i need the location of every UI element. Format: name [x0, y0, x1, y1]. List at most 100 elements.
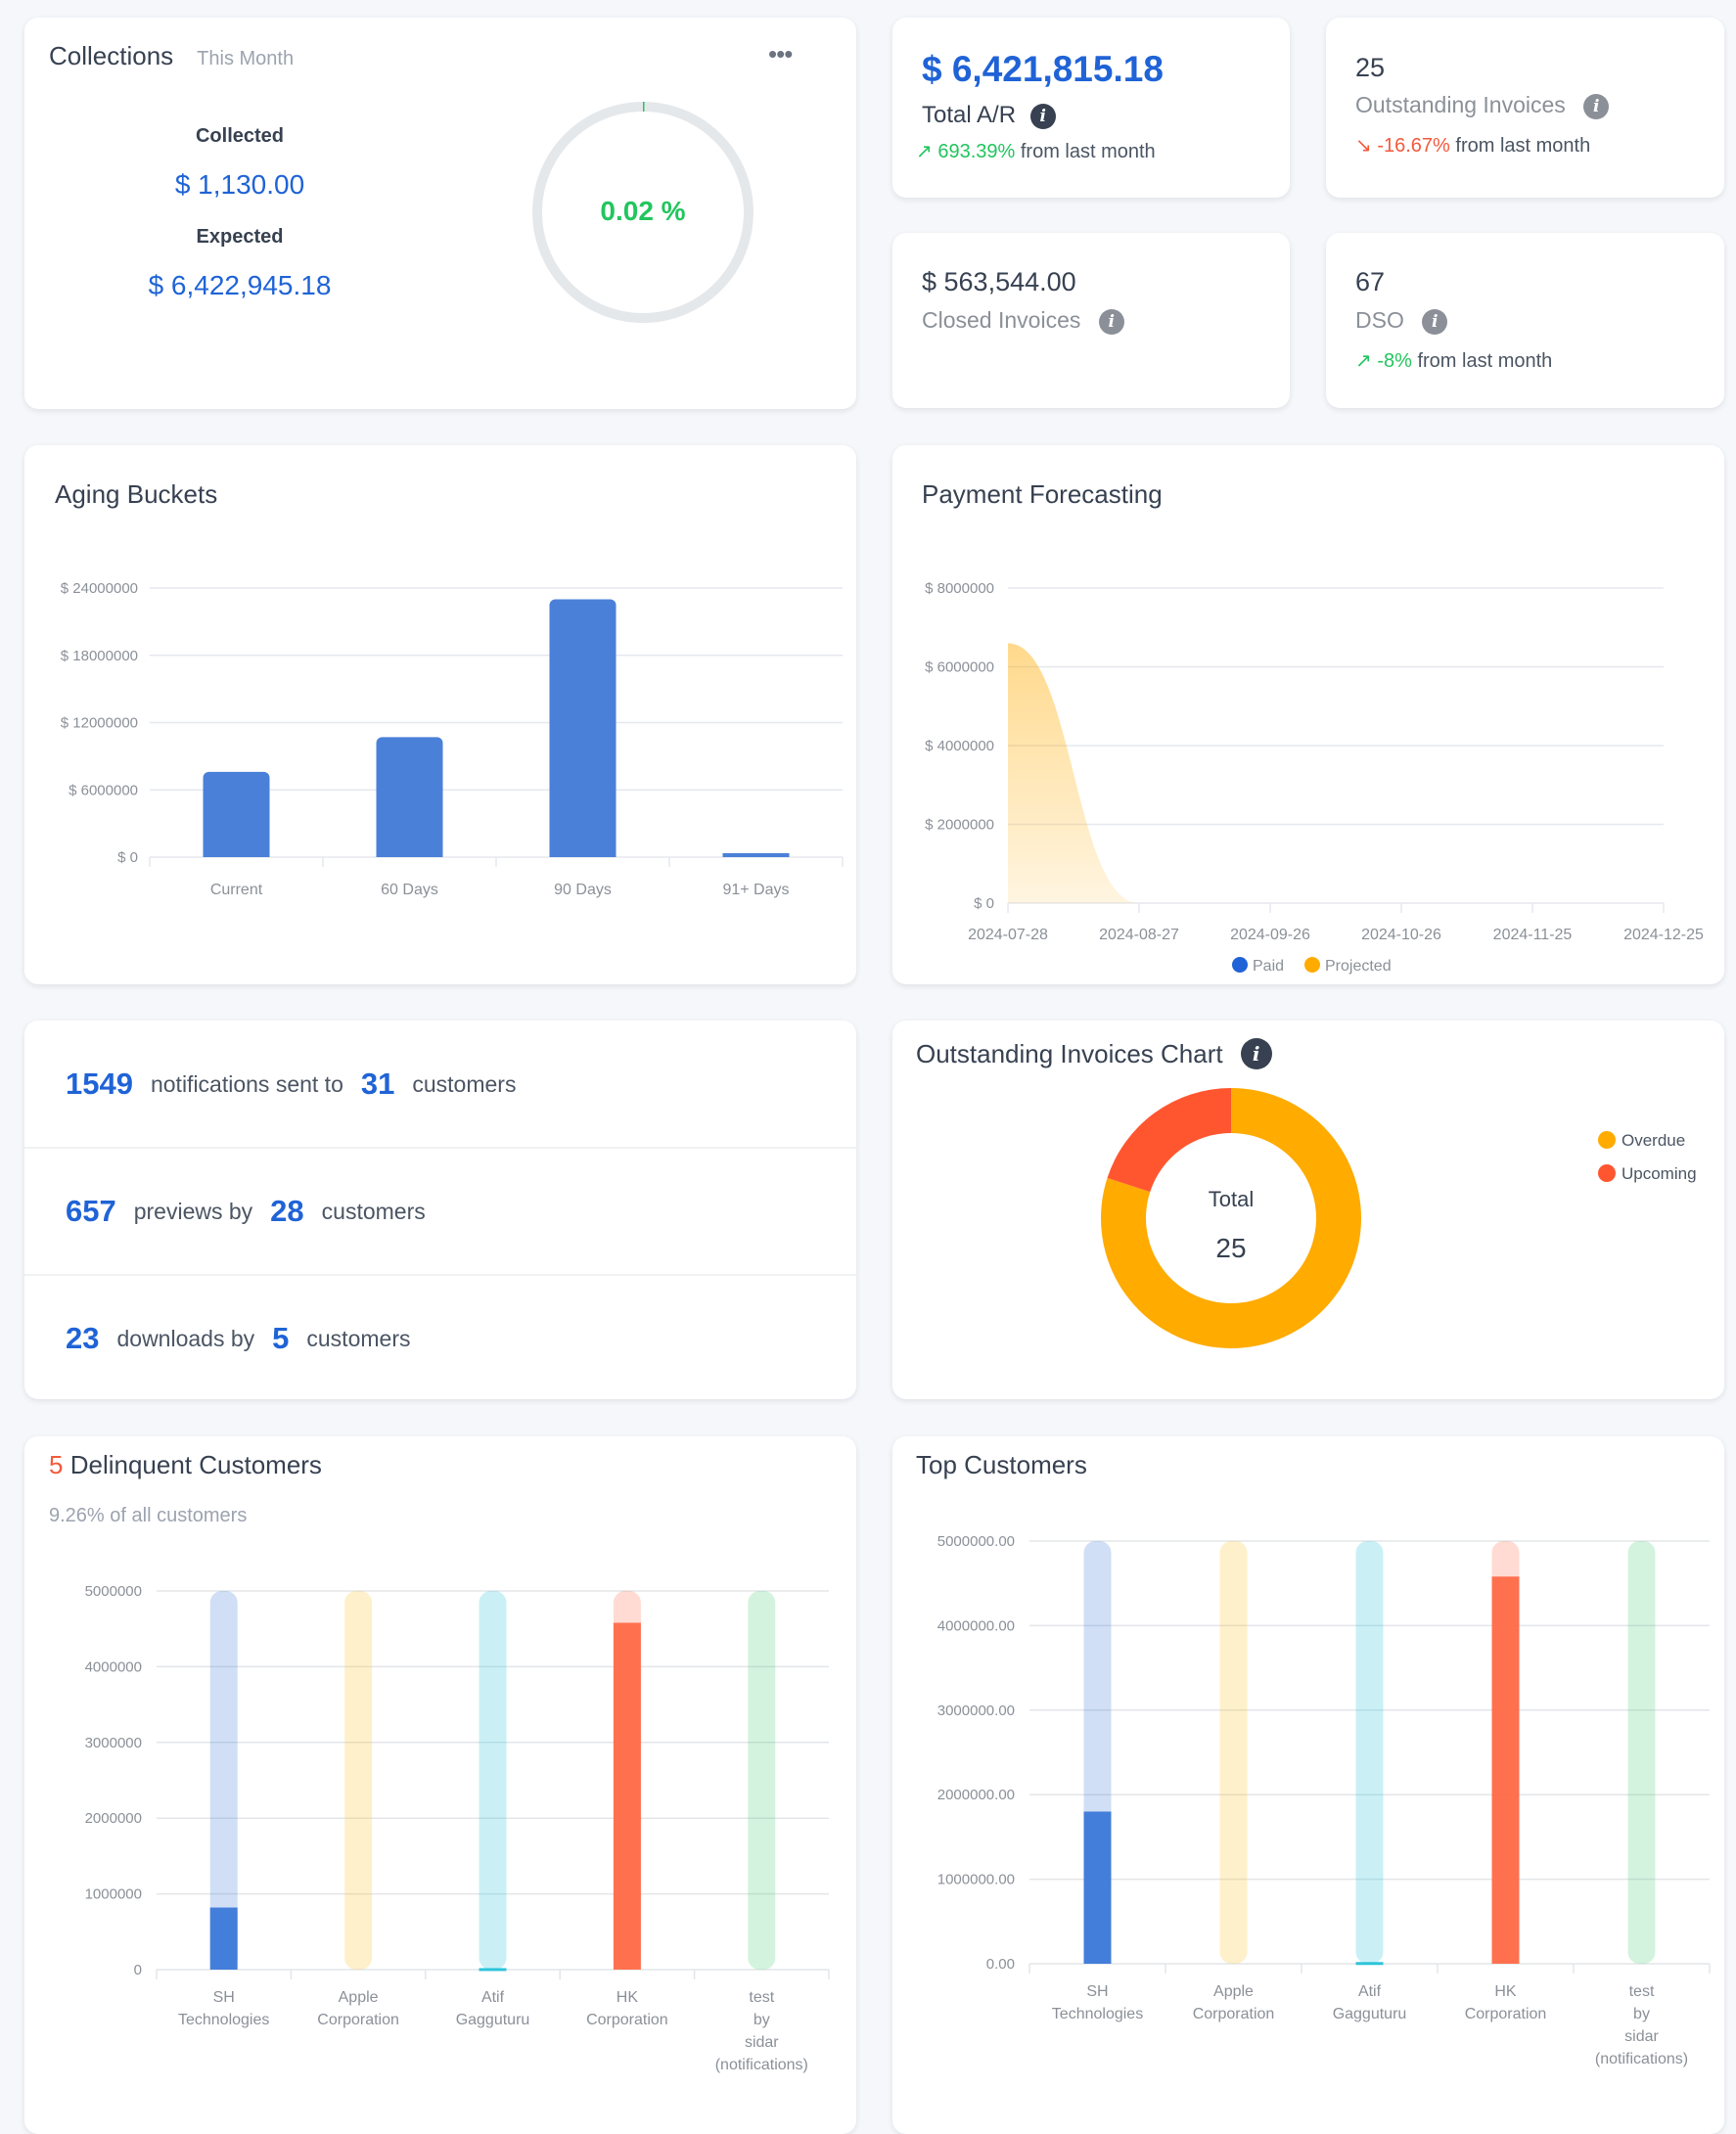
outstanding-label: Outstanding Invoices: [1355, 92, 1566, 117]
total-ar-card: $ 6,421,815.18 Total A/R i ↗ 693.39% fro…: [892, 18, 1290, 198]
dso-card: 67 DSO i ↗ -8% from last month: [1326, 233, 1724, 408]
bar-base: [722, 853, 790, 857]
y-tick-label: 2000000.00: [937, 1787, 1015, 1803]
bar-base: [203, 851, 270, 857]
y-tick-label: $ 0: [974, 895, 994, 912]
outstanding-count: 25: [1355, 53, 1386, 82]
payment-forecasting-title: Payment Forecasting: [922, 479, 1163, 509]
x-tick-label: sidar: [745, 2034, 779, 2051]
aging-buckets-title: Aging Buckets: [55, 479, 218, 509]
x-tick-label: sidar: [1624, 2028, 1659, 2045]
info-icon[interactable]: i: [1422, 308, 1448, 335]
outstanding-change: -16.67%: [1377, 135, 1450, 157]
legend-marker-projected: [1304, 957, 1320, 973]
total-ar-change: 693.39%: [937, 141, 1016, 162]
trend-up-icon: ↗: [1355, 350, 1372, 372]
bar-60-days: [376, 737, 443, 857]
bar-base: [549, 851, 617, 857]
x-tick-label: 2024-07-28: [968, 927, 1048, 943]
outstanding-invoices-card: 25 Outstanding Invoices i ↘ -16.67% from…: [1326, 18, 1724, 198]
y-tick-label: $ 0: [117, 849, 138, 866]
top-customers-chart: 0.00 1000000.00 2000000.00 3000000.00 400000…: [937, 1533, 1711, 2067]
x-tick-label: 2024-10-26: [1361, 927, 1441, 943]
dso-label: DSO: [1355, 307, 1404, 333]
y-tick-label: $ 24000000: [61, 580, 138, 597]
bar-value: [209, 1907, 238, 1970]
y-tick-label: $ 8000000: [925, 580, 994, 597]
y-tick-label: 5000000: [85, 1583, 142, 1600]
info-icon[interactable]: i: [1240, 1038, 1272, 1069]
more-horizontal-icon[interactable]: •••: [768, 39, 793, 68]
x-tick-label: Corporation: [1465, 2006, 1547, 2022]
payment-forecasting-card: Payment Forecasting $ 0 $ 2000000 $ 400000…: [892, 445, 1724, 984]
info-icon[interactable]: i: [1098, 308, 1124, 335]
y-tick-label: $ 2000000: [925, 817, 994, 834]
notification-row-downloads: 23 downloads by 5 customers: [24, 1275, 856, 1399]
trend-down-icon: ↘: [1355, 135, 1372, 157]
x-tick-label: 2024-08-27: [1099, 927, 1179, 943]
bar-value: [613, 1622, 641, 1970]
legend-label-projected: Projected: [1325, 958, 1392, 975]
x-tick-label: SH: [213, 1989, 235, 2006]
y-tick-label: $ 18000000: [61, 648, 138, 664]
downloads-text: downloads by: [116, 1325, 255, 1351]
expected-value: $ 6,422,945.18: [148, 270, 332, 300]
notifications-count: 1549: [66, 1067, 133, 1101]
collected-value: $ 1,130.00: [174, 169, 305, 200]
legend-marker-overdue: [1598, 1131, 1616, 1149]
previews-text: previews by: [133, 1198, 253, 1224]
x-tick-label: SH: [1086, 1983, 1108, 2000]
payment-forecasting-chart: $ 0 $ 2000000 $ 4000000 $ 6000000 $ 8000000 2…: [925, 580, 1704, 975]
dso-change-suffix: from last month: [1417, 350, 1553, 372]
x-tick-label: (notifications): [1595, 2051, 1688, 2067]
donut-center-value: 25: [1215, 1233, 1246, 1263]
bar-track: [209, 1591, 238, 1970]
outstanding-donut-chart: Total 25 Overdue Upcoming: [1101, 1088, 1697, 1348]
x-tick-label: 2024-11-25: [1493, 927, 1573, 943]
x-tick-label: Apple: [1213, 1983, 1254, 2000]
delinquent-customers-card: 5 Delinquent Customers 9.26% of all cust…: [24, 1436, 856, 2134]
downloads-suffix: customers: [306, 1325, 411, 1351]
x-tick-label: Gagguturu: [1333, 2006, 1407, 2022]
legend-marker-upcoming: [1598, 1164, 1616, 1182]
bar-90-days: [549, 599, 617, 857]
collections-title: Collections: [49, 41, 174, 70]
previews-count: 657: [66, 1194, 116, 1228]
x-tick-label: 2024-12-25: [1623, 927, 1704, 943]
y-tick-label: 3000000.00: [937, 1703, 1015, 1719]
trend-up-icon: ↗: [916, 141, 933, 162]
bar-track: [748, 1591, 776, 1970]
bar-track: [344, 1591, 373, 1970]
donut-slice-overdue: [1101, 1088, 1361, 1348]
outstanding-chart-title: Outstanding Invoices Chart: [916, 1038, 1223, 1068]
bar-track: [479, 1591, 507, 1970]
notifications-suffix: customers: [412, 1070, 517, 1097]
x-tick-label: Technologies: [178, 2012, 269, 2028]
legend-label-paid: Paid: [1253, 958, 1284, 975]
bar-value: [1083, 1811, 1112, 1964]
notification-row-sent: 1549 notifications sent to 31 customers: [24, 1021, 856, 1148]
collection-progress-ring: [532, 102, 754, 323]
x-tick-label: Atif: [481, 1989, 505, 2006]
x-tick-label: Apple: [339, 1989, 379, 2006]
x-tick-label: Corporation: [317, 2012, 399, 2028]
delinquent-count: 5: [49, 1450, 64, 1479]
y-tick-label: 0: [134, 1962, 142, 1978]
previews-suffix: customers: [321, 1198, 426, 1224]
total-ar-change-suffix: from last month: [1020, 141, 1156, 162]
x-tick-label: by: [754, 2012, 770, 2028]
previews-customers: 28: [270, 1194, 304, 1228]
x-tick-label: Corporation: [1193, 2006, 1275, 2022]
donut-slice-upcoming: [1107, 1088, 1231, 1193]
info-icon[interactable]: i: [1583, 93, 1610, 119]
x-tick-label: Current: [210, 882, 263, 898]
y-tick-label: $ 6000000: [925, 659, 994, 676]
y-tick-label: 3000000: [85, 1735, 142, 1751]
x-tick-label: 91+ Days: [722, 882, 789, 898]
outstanding-invoices-chart-card: Outstanding Invoices Chart i Total 25 Over…: [892, 1021, 1724, 1399]
bar-track: [1219, 1541, 1248, 1964]
collections-card: Collections This Month ••• Collected $ 1…: [24, 18, 856, 409]
total-ar-label: Total A/R: [922, 102, 1017, 128]
info-icon[interactable]: i: [1029, 103, 1056, 129]
y-tick-label: 1000000.00: [937, 1872, 1015, 1888]
